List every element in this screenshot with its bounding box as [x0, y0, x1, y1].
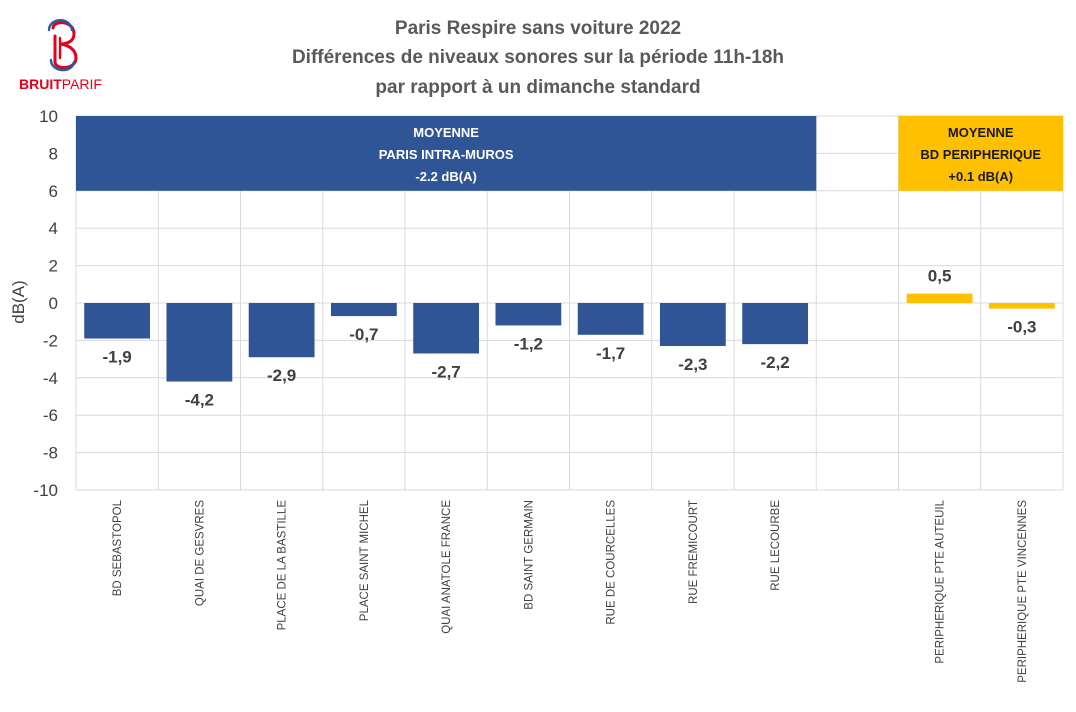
average-band-label: PARIS INTRA-MUROS [379, 147, 514, 162]
bar [742, 303, 809, 345]
y-tick-label: -4 [43, 369, 58, 388]
data-label: -0,7 [349, 325, 378, 344]
svg-text:BRUITPARIF: BRUITPARIF [19, 76, 102, 92]
bar [906, 293, 973, 303]
bruitparif-logo: BRUITPARIF [19, 19, 102, 92]
x-tick-label: PLACE DE LA BASTILLE [277, 500, 289, 631]
y-tick-label: 0 [49, 294, 58, 313]
bar [248, 303, 315, 358]
bar [577, 303, 644, 335]
average-band-label: MOYENNE [948, 125, 1014, 140]
x-tick-label: RUE FREMICOURT [688, 500, 700, 604]
logo-text-light: PARIF [62, 76, 102, 92]
chart-title-line-1: Paris Respire sans voiture 2022 [395, 18, 681, 39]
chart-title-line-3: par rapport à un dimanche standard [375, 77, 700, 98]
bar [330, 303, 397, 317]
x-tick-label: QUAI DE GESVRES [194, 500, 206, 606]
bar [495, 303, 562, 326]
data-label: -1,9 [102, 348, 131, 367]
data-label: -0,3 [1007, 318, 1036, 337]
average-band [76, 116, 817, 191]
bar [166, 303, 233, 382]
data-label: -2,7 [431, 362, 460, 381]
bar [988, 303, 1055, 309]
x-tick-label: PERIPHERIQUE PTE AUTEUIL [935, 499, 947, 663]
average-band-label: BD PERIPHERIQUE [920, 147, 1041, 162]
bar [84, 303, 151, 339]
bar [659, 303, 726, 347]
y-tick-label: 6 [49, 182, 58, 201]
x-tick-label: RUE DE COURCELLES [606, 500, 618, 625]
y-axis-label: dB(A) [9, 280, 28, 323]
data-label: 0,5 [928, 267, 952, 286]
y-tick-label: -6 [43, 406, 58, 425]
plot-area: 10 8 6 4 2 0 -2 -4 -6 -8 -10 MOYENNE PARIS INTRA-MUR… [33, 107, 1064, 683]
data-label: -1,2 [514, 334, 543, 353]
average-band-label: MOYENNE [413, 125, 479, 140]
y-tick-label: 2 [49, 257, 58, 276]
chart-title-line-2: Différences de niveaux sonores sur la pé… [292, 47, 784, 68]
average-band-label: -2.2 dB(A) [415, 169, 476, 184]
y-tick-label: 10 [39, 107, 58, 126]
x-tick-label: QUAI ANATOLE FRANCE [441, 500, 453, 634]
data-label: -2,9 [267, 366, 296, 385]
bar [413, 303, 480, 354]
x-tick-label: BD SEBASTOPOL [112, 499, 124, 596]
x-tick-label: BD SAINT GERMAIN [523, 500, 535, 610]
x-tick-label: PLACE SAINT MICHEL [359, 499, 371, 621]
logo-text-bold: BRUIT [19, 76, 62, 92]
bruitparif-logo-icon [47, 19, 78, 72]
data-label: -2,3 [678, 355, 707, 374]
data-label: -2,2 [760, 353, 789, 372]
x-tick-label: PERIPHERIQUE PTE VINCENNES [1017, 500, 1029, 683]
x-tick-label: RUE LECOURBE [770, 500, 782, 591]
data-label: -4,2 [185, 391, 214, 410]
average-band-label: +0.1 dB(A) [948, 169, 1013, 184]
y-tick-label: 8 [49, 144, 58, 163]
chart-title: Paris Respire sans voiture 2022 Différen… [292, 18, 784, 98]
y-tick-label: -8 [43, 444, 58, 463]
y-tick-label: 4 [49, 219, 58, 238]
y-tick-label: -2 [43, 331, 58, 350]
data-label: -1,7 [596, 344, 625, 363]
y-tick-label: -10 [33, 481, 58, 500]
average-band [898, 116, 1063, 191]
